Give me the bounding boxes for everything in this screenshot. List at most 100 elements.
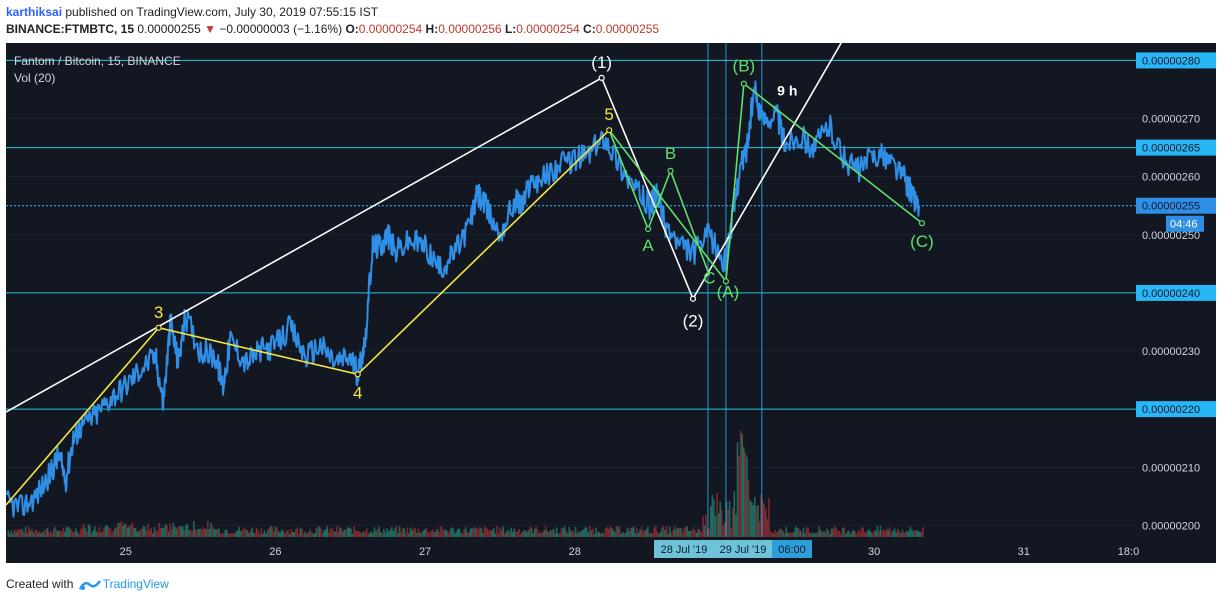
volume-bar [442, 530, 445, 537]
volume-bar [145, 530, 148, 537]
volume-bar [18, 530, 21, 537]
volume-bar [279, 532, 281, 537]
volume-bar [480, 528, 483, 537]
volume-bar [188, 529, 190, 537]
volume-bar [830, 528, 833, 537]
volume-bar [746, 456, 748, 537]
volume-bar [414, 528, 417, 537]
volume-bar [401, 527, 404, 537]
price-label-box [1136, 401, 1216, 418]
series-legend[interactable]: Fantom / Bitcoin, 15, BINANCE [14, 54, 181, 68]
wave-label: 4 [353, 383, 362, 402]
volume-bar [794, 526, 797, 537]
volume-bar [54, 526, 57, 537]
volume-bar [489, 530, 492, 537]
volume-bar [560, 528, 563, 537]
volume-bar [623, 533, 626, 537]
volume-bar [510, 527, 512, 537]
volume-bar [243, 527, 245, 537]
volume-bar [661, 527, 663, 537]
white-wave-line [6, 43, 842, 413]
chart-pane[interactable]: (1) (2) 3 4 5 A B C (A) (B) (C) 9 h Fantom / Bitcoi… [6, 43, 1136, 537]
volume-bar [544, 526, 547, 537]
time-axis-label: 27 [419, 546, 431, 558]
yellow-wave-line [6, 129, 610, 506]
volume-bar [647, 526, 649, 537]
volume-bar [491, 530, 494, 537]
volume-bar [911, 529, 913, 537]
volume-bar [889, 527, 891, 537]
volume-bar [731, 507, 734, 537]
volume-bar [799, 530, 802, 537]
volume-bar [640, 526, 643, 537]
volume-bar [659, 531, 662, 537]
volume-bar [219, 533, 222, 537]
volume-bar [771, 532, 773, 537]
volume-bar [555, 527, 558, 537]
volume-bar [103, 527, 105, 537]
volume-bar [331, 527, 333, 537]
volume-bar [654, 526, 657, 537]
volume-bar [251, 527, 253, 537]
volume-bar [846, 531, 849, 537]
volume-bar [488, 530, 490, 537]
volume-bar [67, 526, 69, 537]
wave-point-marker [689, 295, 697, 302]
volume-bar [189, 529, 192, 537]
volume-bar [782, 531, 784, 537]
tradingview-link[interactable]: TradingView [102, 577, 169, 591]
volume-bar [397, 533, 399, 537]
volume-bar [34, 530, 36, 537]
volume-bar [225, 529, 228, 537]
volume-bar [456, 528, 459, 537]
volume-bar [98, 526, 101, 537]
volume-bar [694, 530, 696, 537]
volume-bar [142, 526, 145, 537]
volume-bar [202, 527, 204, 537]
volume-bar [713, 499, 715, 537]
volume-bar [423, 529, 426, 537]
volume-bar [615, 526, 618, 537]
volume-bar [252, 532, 255, 537]
volume-bar [918, 531, 921, 537]
volume-bar [23, 532, 25, 537]
volume-bar [273, 531, 275, 537]
volume-bar [130, 524, 132, 537]
volume-bar [703, 525, 706, 537]
wave-point-marker [155, 324, 162, 331]
volume-bar [871, 532, 874, 537]
volume-bar [896, 528, 899, 537]
price-chart[interactable]: (1) (2) 3 4 5 A B C(A) (B) (C) 9 h [6, 43, 1136, 537]
volume-bar [835, 528, 838, 537]
volume-bar [123, 523, 126, 537]
price-label-box [1136, 197, 1216, 214]
time-marker-box [772, 540, 812, 558]
volume-bar [254, 533, 256, 537]
volume-bar [346, 527, 349, 537]
volume-bar [340, 527, 343, 537]
volume-bar [768, 498, 770, 537]
volume-bar [915, 530, 918, 537]
volume-bar [735, 514, 737, 537]
volume-bar [125, 523, 127, 537]
volume-bar [838, 530, 841, 537]
volume-bar [621, 532, 624, 537]
author-name[interactable]: karthiksai [6, 5, 63, 19]
volume-bar [774, 529, 776, 537]
volume-bar [57, 530, 60, 537]
volume-bar [909, 526, 912, 537]
volume-bar [596, 532, 599, 537]
volume-bar [546, 530, 549, 537]
volume-bar [884, 531, 887, 537]
wave-point-marker [598, 74, 605, 81]
price-axis-label: 0.00000260 [1142, 172, 1200, 184]
volume-legend[interactable]: Vol (20) [14, 71, 56, 85]
volume-bar [793, 531, 795, 537]
volume-bar [812, 532, 814, 537]
volume-bar [357, 531, 360, 537]
volume-bar [469, 528, 472, 537]
volume-bar [119, 522, 121, 537]
price-axis[interactable]: 0.00000200 0.00000210 0.00000220 0.00000230… [1136, 43, 1216, 537]
volume-bar [368, 533, 371, 537]
